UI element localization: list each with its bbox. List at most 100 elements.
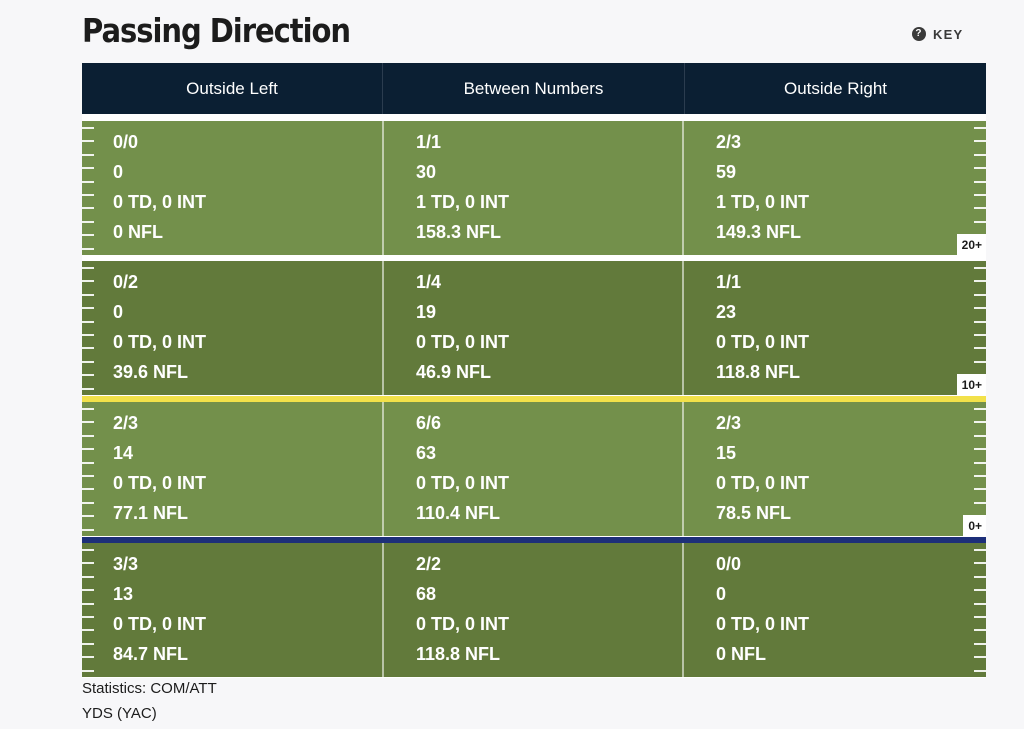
stat-td-int: 1 TD, 0 INT: [416, 192, 510, 212]
line-of-scrimmage: [82, 537, 986, 543]
stat-yds: 30: [416, 162, 437, 182]
hash-mark: [82, 475, 94, 477]
hash-marks-left: [82, 402, 94, 536]
stat-rating: 78.5 NFL: [716, 503, 792, 523]
hash-mark: [82, 656, 94, 659]
column-header-between-numbers[interactable]: Between Numbers: [383, 63, 685, 114]
hash-mark: [974, 669, 986, 672]
zone-cell-outside-left[interactable]: 2/3 14 0 TD, 0 INT 77.1 NFL: [82, 402, 382, 536]
hash-mark: [974, 629, 986, 632]
stat-yds: 19: [416, 302, 437, 322]
hash-mark: [82, 267, 94, 269]
page-title: Passing Direction: [82, 11, 351, 50]
hash-mark: [82, 642, 94, 645]
hash-mark: [82, 616, 94, 618]
zone-cell-outside-right[interactable]: 2/3 59 1 TD, 0 INT 149.3 NFL: [684, 121, 986, 255]
stat-td-int: 0 TD, 0 INT: [113, 614, 207, 634]
header-separator-line: [82, 114, 986, 121]
hash-mark: [974, 475, 986, 477]
stat-comp-att: 1/1: [716, 272, 742, 292]
hash-mark: [82, 307, 94, 310]
hash-mark: [82, 528, 94, 531]
stat-td-int: 0 TD, 0 INT: [113, 332, 207, 352]
field-zone: 3/3 13 0 TD, 0 INT 84.7 NFL 2/2 68 0 TD, 0 INT…: [82, 543, 986, 677]
hash-mark: [82, 669, 94, 672]
hash-mark: [974, 408, 986, 410]
hash-mark: [82, 575, 94, 578]
field-zone: 2/3 14 0 TD, 0 INT 77.1 NFL 6/6 63 0 TD, 0 INT…: [82, 402, 986, 536]
stat-yds: 68: [416, 584, 437, 604]
stat-rating: 46.9 NFL: [416, 362, 492, 382]
hash-mark: [82, 448, 94, 451]
stat-comp-att: 2/3: [716, 413, 742, 433]
hash-mark: [82, 180, 94, 183]
hash-mark: [974, 140, 986, 143]
zone-cell-between-numbers[interactable]: 1/1 30 1 TD, 0 INT 158.3 NFL: [382, 121, 684, 255]
hash-mark: [974, 421, 986, 424]
zone-cell-between-numbers[interactable]: 1/4 19 0 TD, 0 INT 46.9 NFL: [382, 261, 684, 395]
hash-mark: [82, 434, 94, 437]
stat-comp-att: 2/3: [113, 413, 139, 433]
stat-td-int: 0 TD, 0 INT: [716, 614, 810, 634]
stat-comp-att: 0/2: [113, 272, 139, 292]
hash-mark: [82, 629, 94, 632]
hash-mark: [974, 127, 986, 129]
zone-cell-outside-right[interactable]: 2/3 15 0 TD, 0 INT 78.5 NFL: [684, 402, 986, 536]
hash-mark: [974, 501, 986, 504]
zone-cell-outside-left[interactable]: 0/2 0 0 TD, 0 INT 39.6 NFL: [82, 261, 382, 395]
hash-mark: [974, 434, 986, 437]
hash-mark: [974, 575, 986, 578]
hash-mark: [974, 153, 986, 156]
hash-mark: [82, 167, 94, 170]
zone-yard-label: 10+: [956, 374, 986, 395]
footer-yards-label: YDS (YAC): [82, 705, 157, 722]
zone-cell-between-numbers[interactable]: 2/2 68 0 TD, 0 INT 118.8 NFL: [382, 543, 684, 677]
hash-mark: [82, 562, 94, 565]
hash-mark: [82, 127, 94, 129]
zone-cell-outside-right[interactable]: 0/0 0 0 TD, 0 INT 0 NFL: [684, 543, 986, 677]
first-down-line: [82, 396, 986, 402]
key-button[interactable]: ? KEY: [912, 24, 963, 44]
hash-mark: [974, 642, 986, 645]
stat-yds: 15: [716, 443, 737, 463]
stat-yds: 13: [113, 584, 134, 604]
hash-marks-left: [82, 543, 94, 677]
hash-mark: [82, 421, 94, 424]
stat-rating: 118.8 NFL: [716, 362, 801, 382]
hash-mark: [82, 293, 94, 296]
hash-mark: [974, 602, 986, 605]
hash-mark: [974, 589, 986, 592]
stat-comp-att: 2/2: [416, 554, 442, 574]
zone-cell-outside-left[interactable]: 3/3 13 0 TD, 0 INT 84.7 NFL: [82, 543, 382, 677]
stat-td-int: 0 TD, 0 INT: [416, 332, 510, 352]
column-header-outside-right[interactable]: Outside Right: [784, 78, 887, 98]
stat-comp-att: 0/0: [716, 554, 742, 574]
hash-mark: [974, 360, 986, 363]
zone-cell-outside-left[interactable]: 0/0 0 0 TD, 0 INT 0 NFL: [82, 121, 382, 255]
stat-comp-att: 1/4: [416, 272, 442, 292]
zone-yard-label: 20+: [956, 234, 986, 255]
hash-mark: [82, 461, 94, 464]
hash-mark: [974, 656, 986, 659]
stat-comp-att: 2/3: [716, 132, 742, 152]
hash-mark: [82, 602, 94, 605]
hash-marks-right: [974, 543, 986, 677]
stat-td-int: 0 TD, 0 INT: [716, 332, 810, 352]
stat-td-int: 0 TD, 0 INT: [113, 192, 207, 212]
hash-mark: [974, 267, 986, 269]
column-header-outside-left[interactable]: Outside Left: [82, 63, 383, 114]
hash-mark: [82, 549, 94, 551]
hash-mark: [974, 167, 986, 170]
hash-mark: [974, 220, 986, 223]
hash-mark: [974, 448, 986, 451]
hash-mark: [82, 347, 94, 350]
hash-marks-left: [82, 121, 94, 255]
stat-comp-att: 6/6: [416, 413, 442, 433]
zone-cell-between-numbers[interactable]: 6/6 63 0 TD, 0 INT 110.4 NFL: [382, 402, 684, 536]
hash-mark: [82, 360, 94, 363]
hash-mark: [82, 408, 94, 410]
stat-rating: 84.7 NFL: [113, 644, 189, 664]
stat-td-int: 1 TD, 0 INT: [716, 192, 810, 212]
stat-comp-att: 1/1: [416, 132, 442, 152]
zone-cell-outside-right[interactable]: 1/1 23 0 TD, 0 INT 118.8 NFL: [684, 261, 986, 395]
